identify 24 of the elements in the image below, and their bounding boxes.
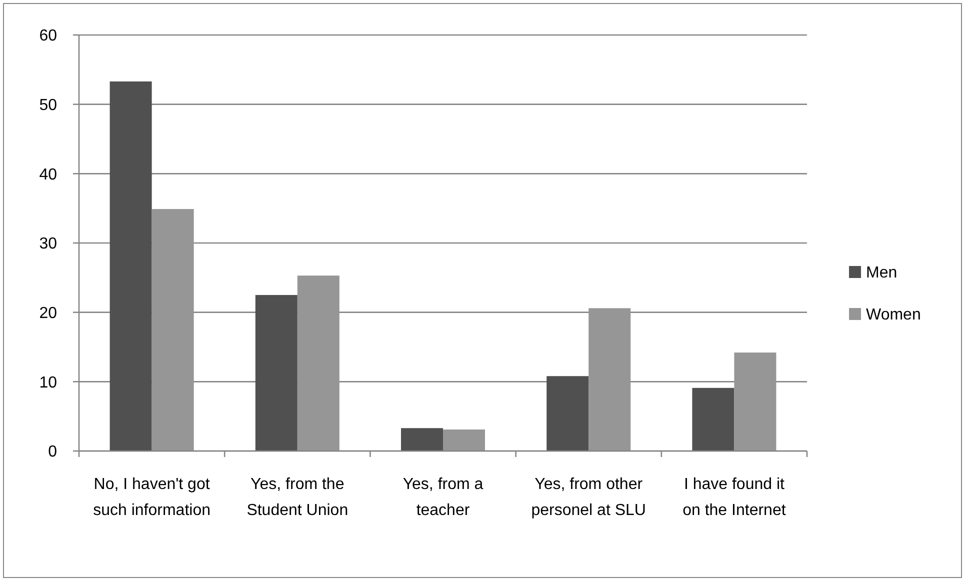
bar [443, 430, 486, 451]
y-tick-label: 50 [39, 96, 58, 114]
bar [734, 352, 776, 451]
x-tick-label: Yes, from the Student Union [246, 476, 348, 519]
x-tick-label: Yes, from other personel at SLU [531, 476, 646, 519]
y-tick-label: 20 [39, 304, 58, 322]
bar [152, 209, 194, 451]
bar [400, 428, 443, 451]
bar [692, 388, 734, 451]
bar [546, 376, 589, 451]
y-tick-label: 30 [39, 236, 58, 253]
bar [297, 276, 340, 451]
bar [110, 81, 152, 451]
legend-label: Men [866, 264, 898, 282]
y-tick-label: 40 [39, 166, 58, 184]
y-tick-label: 60 [39, 28, 58, 45]
x-tick-label: Yes, from a teacher [402, 476, 484, 519]
bar [255, 295, 298, 451]
legend-label: Women [866, 306, 921, 324]
y-tick-label: 10 [39, 374, 58, 392]
y-tick-label: 0 [48, 444, 58, 461]
bar [588, 308, 631, 451]
x-tick-label: No, I haven't got such information [93, 476, 210, 519]
x-tick-label: I have found it on the Internet [682, 476, 786, 519]
